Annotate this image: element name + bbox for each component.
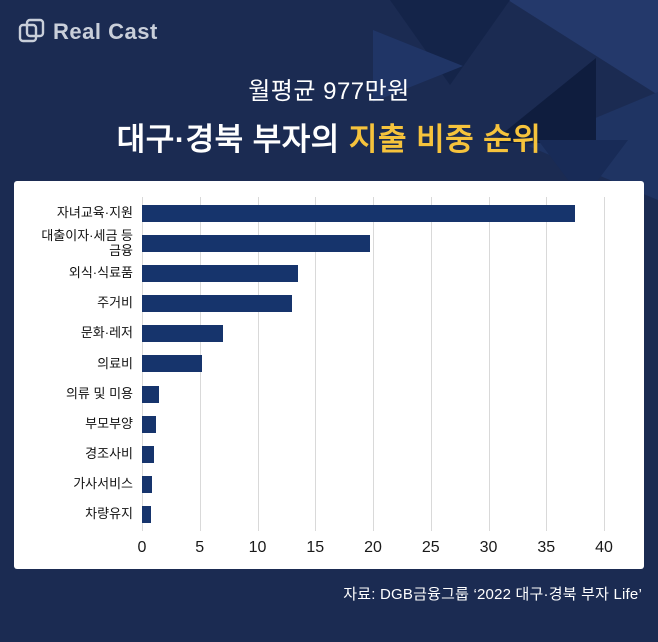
- bar: [142, 385, 160, 403]
- bar: [142, 295, 293, 313]
- x-tick-label: 0: [137, 539, 147, 556]
- x-tick-label: 25: [421, 539, 440, 556]
- bar-row: 의료비: [20, 349, 634, 378]
- bar-label: 주거비: [97, 295, 133, 311]
- bar: [142, 505, 152, 523]
- bar-label: 대출이자·세금 등 금융: [41, 227, 133, 258]
- gridline: [488, 197, 490, 531]
- bar-track: [142, 445, 604, 463]
- bar-row: 의류 및 미용: [20, 380, 634, 409]
- title-block: 월평균 977만원 대구·경북 부자의 지출 비중 순위: [0, 71, 658, 159]
- bar-track: [142, 385, 604, 403]
- bar: [142, 355, 203, 373]
- x-tick-label: 15: [306, 539, 325, 556]
- triangle-pattern-decoration: [368, 0, 658, 200]
- bar-row: 가사서비스: [20, 470, 634, 499]
- x-tick-label: 40: [595, 539, 613, 556]
- brand-name: Real Cast: [53, 18, 158, 44]
- x-tick-label: 30: [479, 539, 498, 556]
- bar-row: 외식·식료품: [20, 259, 634, 288]
- gridline: [315, 197, 317, 531]
- bar-row: 부모부양: [20, 410, 634, 439]
- bar-row: 문화·레저: [20, 319, 634, 348]
- bar-track: [142, 325, 604, 343]
- gridline: [257, 197, 259, 531]
- bar-track: [142, 505, 604, 523]
- title-highlight-part: 지출 비중 순위: [348, 122, 542, 157]
- x-tick-label: 5: [195, 539, 205, 556]
- bar-label: 가사서비스: [73, 475, 133, 491]
- realcast-logo-icon: [18, 18, 45, 43]
- bar-label: 문화·레저: [80, 325, 133, 341]
- x-tick-label: 20: [364, 539, 382, 556]
- source-citation: 자료: DGB금융그룹 ‘2022 대구·경북 부자 Life’: [343, 586, 642, 603]
- bar: [142, 415, 156, 433]
- title-white-part: 대구·경북 부자의: [116, 122, 340, 157]
- chart-title: 대구·경북 부자의 지출 비중 순위: [0, 114, 658, 159]
- bar-label: 의류 및 미용: [65, 385, 133, 401]
- bar-row: 경조사비: [20, 440, 634, 469]
- bar-track: [142, 265, 604, 283]
- x-tick-label: 10: [248, 539, 267, 556]
- bar-track: [142, 205, 604, 222]
- bar: [142, 445, 154, 463]
- gridline: [373, 197, 374, 531]
- bar-row: 주거비: [20, 289, 634, 318]
- bar-label: 경조사비: [85, 445, 133, 461]
- bar: [142, 235, 370, 253]
- bar-row: 차량유지: [20, 500, 634, 529]
- bar-label: 의료비: [97, 355, 133, 371]
- chart-subtitle: 월평균 977만원: [248, 78, 410, 105]
- x-tick-label: 35: [537, 539, 556, 556]
- bar-track: [142, 295, 604, 313]
- x-axis-ticks: 0 5 10 15 20 25 30 35 40: [138, 531, 613, 563]
- bar-row: 자녀교육·지원: [20, 199, 634, 228]
- brand-logo: Real Cast: [0, 0, 658, 45]
- bar-label: 외식·식료품: [68, 265, 133, 281]
- bar-label: 자녀교육·지원: [56, 205, 133, 221]
- gridline: [430, 197, 432, 531]
- bar-track: [142, 235, 604, 253]
- bar: [142, 265, 298, 283]
- bar: [142, 205, 576, 222]
- gridline: [604, 197, 605, 531]
- bar: [142, 475, 153, 493]
- bar-track: [142, 415, 604, 433]
- gridline: [546, 197, 548, 531]
- bar-track: [142, 355, 604, 373]
- bar: [142, 325, 223, 343]
- bar-track: [142, 475, 604, 493]
- bar-row: 대출이자·세금 등 금융: [20, 227, 634, 258]
- bar-label: 차량유지: [85, 505, 133, 521]
- bar-label: 부모부양: [85, 415, 133, 431]
